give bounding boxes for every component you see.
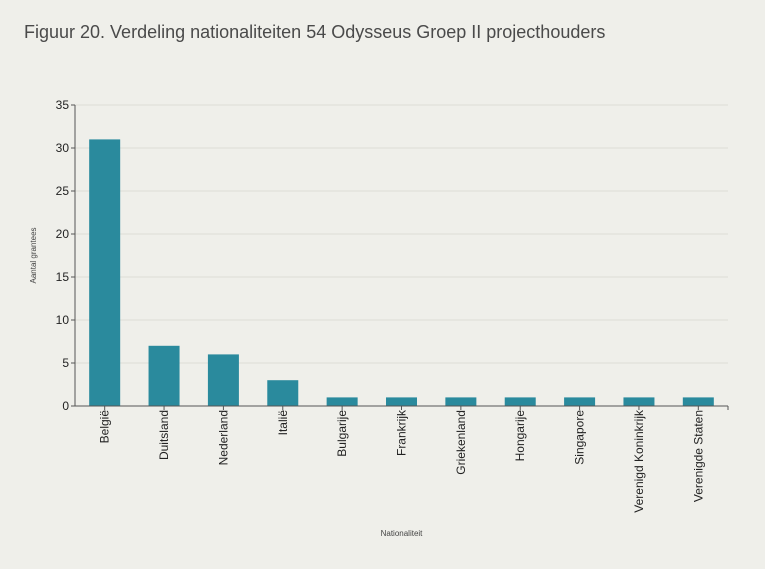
bar-2: [207, 354, 239, 406]
bar-8: [564, 397, 596, 406]
bar-3: [267, 380, 299, 406]
bar-0: [89, 139, 121, 406]
bar-6: [445, 397, 477, 406]
x-tick-label: Verenigd Koninkrijk: [632, 409, 646, 513]
gridlines: [75, 104, 728, 364]
y-tick-label: 5: [62, 356, 69, 370]
x-tick-label: België: [98, 410, 112, 444]
bar-10: [682, 397, 714, 406]
bar-7: [504, 397, 536, 406]
y-tick-label: 30: [56, 141, 70, 155]
chart-title: Figuur 20. Verdeling nationaliteiten 54 …: [24, 22, 606, 42]
bar-4: [326, 397, 358, 406]
x-tick-label: Bulgarije: [335, 410, 349, 457]
axes: [71, 104, 729, 410]
bar-5: [386, 397, 417, 406]
bar-9: [623, 397, 655, 406]
x-tick-label: Duitsland: [157, 410, 171, 460]
y-tick-label: 35: [56, 98, 70, 112]
bars: [89, 139, 714, 406]
y-tick-label: 10: [56, 313, 70, 327]
x-tick-label: Griekenland: [454, 410, 468, 475]
x-tick-labels: België Duitsland Nederland Italië Bulgarije F…: [98, 409, 706, 513]
x-tick-label: Verenigde Staten: [691, 410, 705, 502]
x-axis-title: Nationaliteit: [381, 529, 424, 538]
y-tick-label: 20: [56, 227, 70, 241]
bar-1: [148, 345, 180, 406]
y-axis-title: Aantal grantees: [29, 227, 38, 283]
x-tick-label: Frankrijk: [395, 409, 409, 456]
x-tick-label: Nederland: [216, 410, 230, 465]
x-tick-label: Italië: [276, 410, 290, 436]
y-tick-labels: 0 5 10 15 20 25 30 35: [56, 98, 70, 413]
x-tick-label: Hongarije: [513, 410, 527, 462]
y-tick-label: 0: [62, 399, 69, 413]
y-tick-label: 25: [56, 184, 70, 198]
x-tick-label: Singapore: [573, 410, 587, 465]
y-tick-label: 15: [56, 270, 70, 284]
